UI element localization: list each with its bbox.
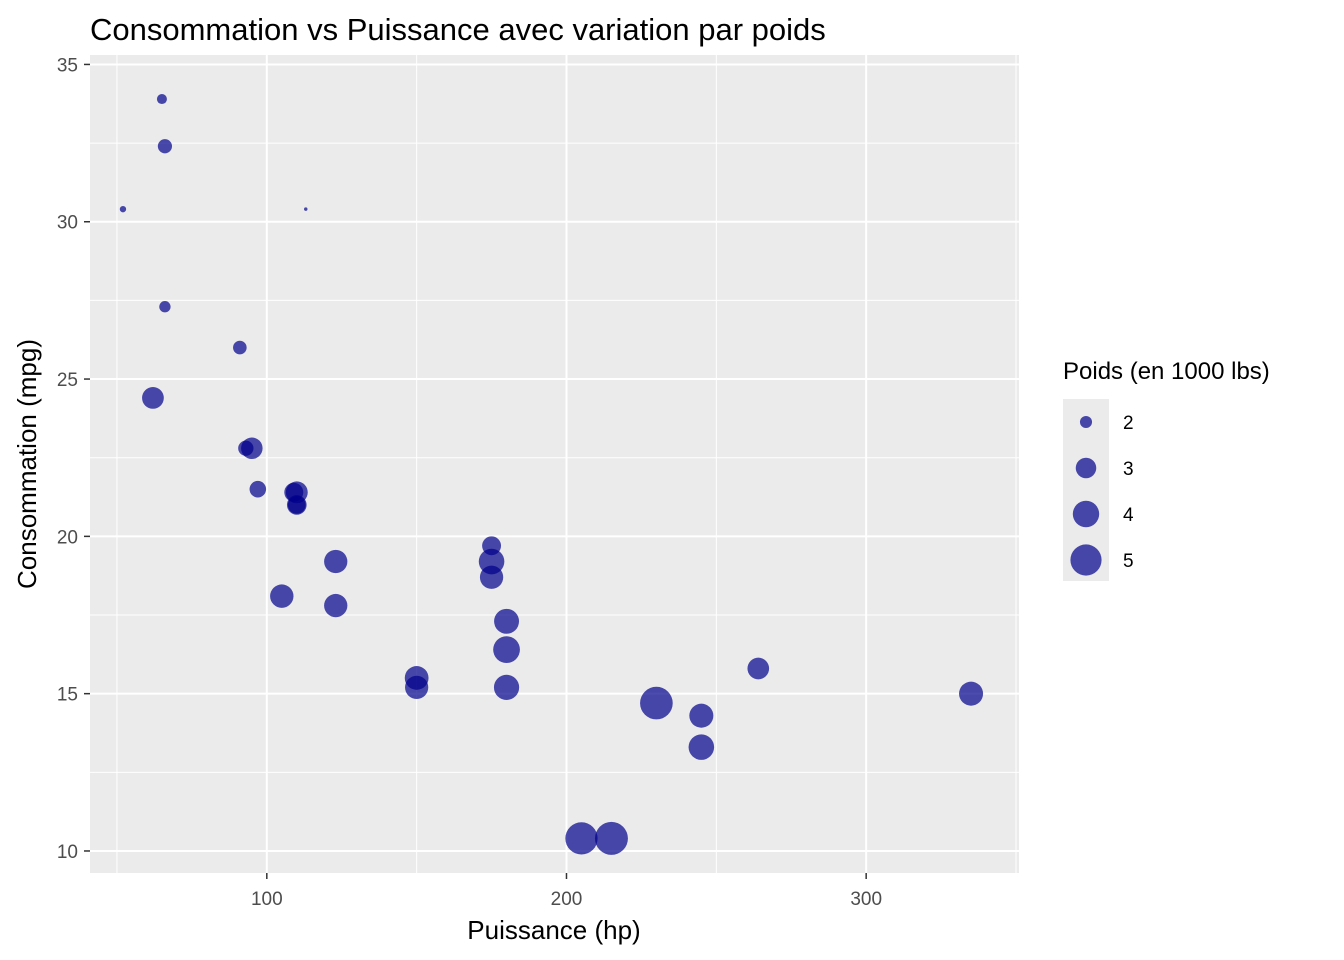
data-point [270, 584, 294, 608]
data-point [688, 734, 715, 760]
legend-key-point [1072, 500, 1100, 528]
legend-title: Poids (en 1000 lbs) [1063, 358, 1270, 385]
data-point [493, 636, 520, 663]
y-tick-label: 20 [57, 527, 78, 548]
data-point [478, 548, 505, 575]
legend: Poids (en 1000 lbs) 2 3 4 5 [1063, 358, 1270, 581]
data-point [689, 703, 714, 728]
data-point [284, 482, 304, 502]
data-point [959, 681, 984, 706]
data-point [747, 657, 770, 680]
data-point [156, 94, 167, 105]
data-point [142, 387, 164, 409]
data-points [119, 94, 984, 855]
legend-key-point [1070, 544, 1102, 576]
data-point [324, 549, 348, 574]
legend-label: 5 [1123, 551, 1134, 572]
data-point [157, 139, 173, 154]
data-point [233, 340, 247, 355]
legend-label: 4 [1123, 505, 1134, 526]
data-point [493, 674, 520, 700]
chart-title: Consommation vs Puissance avec variation… [90, 12, 826, 47]
y-tick-label: 10 [57, 842, 78, 863]
data-point [640, 686, 673, 720]
legend-key-point [1079, 415, 1093, 429]
data-point [241, 437, 263, 460]
y-axis-title: Consommation (mpg) [12, 339, 42, 589]
x-tick-label: 200 [551, 889, 583, 910]
minor-gridlines [90, 55, 1019, 873]
legend-label: 2 [1123, 413, 1134, 434]
data-point [405, 675, 429, 700]
legend-key-point [1075, 457, 1097, 479]
data-point [494, 608, 520, 634]
major-gridlines [90, 55, 1019, 873]
data-point [565, 822, 598, 855]
x-tick-label: 300 [850, 889, 882, 910]
data-point [482, 536, 502, 556]
y-tick-label: 25 [57, 370, 78, 391]
x-tick-label: 100 [251, 889, 283, 910]
x-axis-title: Puissance (hp) [467, 915, 640, 945]
data-point [594, 821, 628, 855]
plot-panel [90, 55, 1019, 873]
data-point [324, 593, 348, 618]
legend-label: 3 [1123, 459, 1134, 480]
data-point [159, 301, 171, 313]
data-point [119, 205, 127, 213]
y-tick-label: 35 [57, 55, 78, 76]
x-axis-ticks: 100 200 300 [251, 873, 882, 910]
legend-keys: 2 3 4 5 [1070, 413, 1134, 576]
y-axis-ticks: 10 15 20 25 30 35 [57, 55, 90, 863]
y-tick-label: 30 [57, 213, 78, 234]
y-tick-label: 15 [57, 685, 78, 706]
data-point [304, 207, 308, 211]
data-point [249, 480, 267, 498]
